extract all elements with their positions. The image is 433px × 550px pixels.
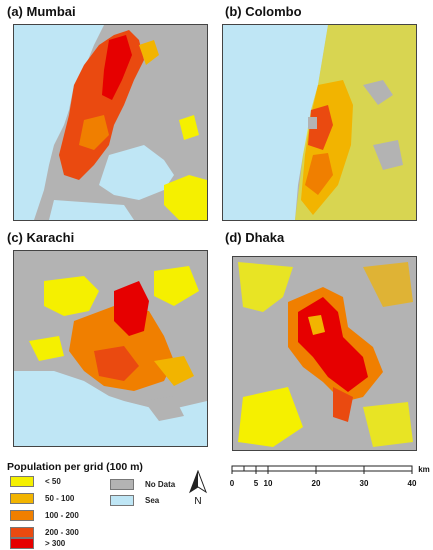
legend-swatch [10,537,34,549]
map-dhaka-graphic [233,257,416,450]
map-karachi[interactable] [13,250,208,447]
legend-item-100-200: 100 - 200 [10,509,79,521]
scale-tick-10: 10 [264,479,273,488]
legend-swatch [10,492,34,504]
map-colombo[interactable] [222,24,417,221]
legend-label: 200 - 300 [45,527,79,537]
legend-label: < 50 [45,476,61,486]
legend-item-no-data: No Data [110,478,175,490]
scale-tick-40: 40 [408,479,417,488]
map-mumbai[interactable] [13,24,208,221]
scale-tick-0: 0 [230,479,235,488]
legend-swatch [110,494,134,506]
legend-label: > 300 [45,538,66,548]
panel-title-colombo: (b) Colombo [225,4,302,19]
north-arrow-icon: N [189,470,207,506]
scale-tick-30: 30 [360,479,369,488]
legend-item-lt50: < 50 [10,475,61,487]
legend-label: 100 - 200 [45,510,79,520]
legend-item-gt300: > 300 [10,537,65,549]
scale-tick-20: 20 [312,479,321,488]
legend-label: Sea [145,495,160,505]
scale-unit: km [418,465,430,474]
legend-title: Population per grid (100 m) [7,461,143,473]
legend-swatch [10,526,34,538]
map-colombo-graphic [223,25,416,220]
map-karachi-graphic [14,251,207,446]
legend-label: No Data [145,479,176,489]
scale-bar: 0 5 10 20 30 40 km [230,465,430,488]
legend-item-sea: Sea [110,494,159,506]
map-mumbai-graphic [14,25,207,220]
panel-title-karachi: (c) Karachi [7,230,75,245]
legend-swatch [10,509,34,521]
north-label: N [194,496,201,506]
panel-title-dhaka: (d) Dhaka [225,230,285,245]
scale-tick-5: 5 [254,479,259,488]
legend-swatch [110,478,134,490]
legend-item-50-100: 50 - 100 [10,492,74,504]
map-dhaka[interactable] [232,256,417,451]
legend-swatch [10,475,34,487]
legend-label: 50 - 100 [45,493,75,503]
panel-title-mumbai: (a) Mumbai [7,4,76,19]
legend-item-200-300: 200 - 300 [10,526,79,538]
